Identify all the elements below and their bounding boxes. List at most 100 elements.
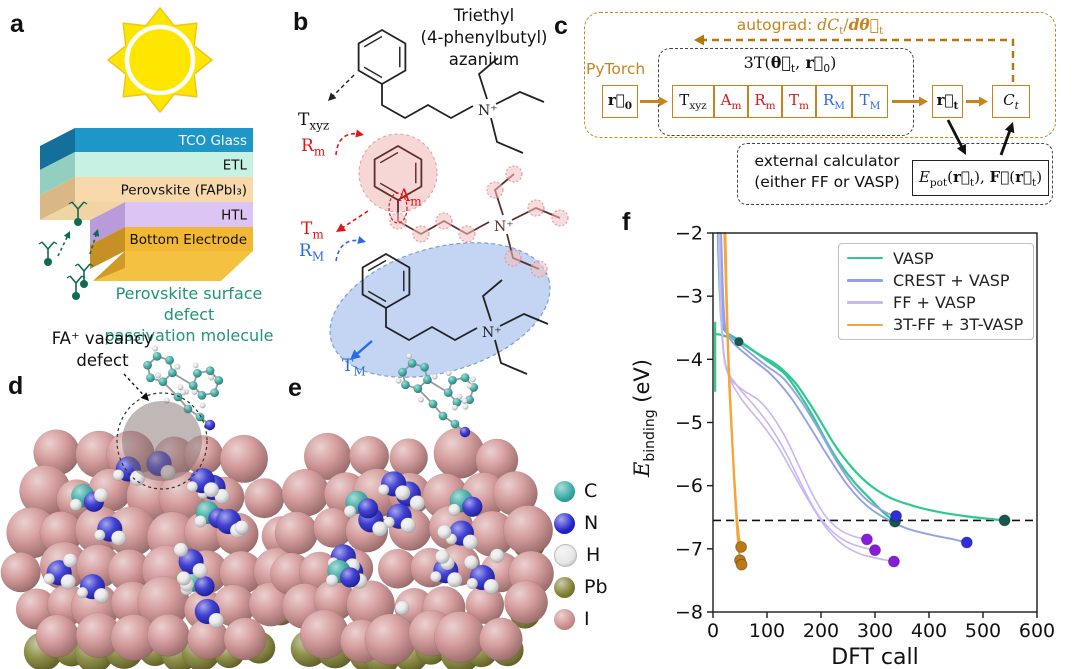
atom-sphere-icon [554,480,575,502]
molecule-name-line3: azanium [448,50,520,69]
rotation-arrow-rm [335,132,361,156]
alkyl-chain [499,313,549,327]
y-tick-label: −8 [675,602,703,624]
layer-face [75,177,253,202]
box-r0: r⃗0 [602,85,638,118]
label-rM: RM [299,241,325,264]
molecule-glyph [38,241,58,266]
atom-sphere-icon [554,608,575,630]
layer-face [75,128,253,152]
autograd-label: autograd: dCt/dθ⃗t [736,15,884,38]
alkyl-chain [385,308,478,342]
caption-line-2: passivation molecule [104,326,274,345]
box-am: Am [714,85,748,118]
alkyl-chain [494,339,528,375]
label-tm: Tm [301,219,324,242]
legend-line-sample [847,301,883,304]
atom-legend-item: I [554,608,608,630]
label-txyz: Txyz [298,110,330,133]
whole-molecule-highlight [329,242,551,378]
device-layer-stack: TCO Glass ETL Perovskite (FAPbI₃) HTL Bottom… [40,128,253,281]
layer-label: ETL [223,158,248,174]
x-tick-label: 500 [965,620,1001,642]
legend-label: CREST + VASP [893,270,1010,290]
molecule-glyph [74,263,94,288]
panel-e-label: e [288,374,302,402]
alkyl-chain [495,91,545,105]
perovskite-cluster-passivated [270,352,554,669]
legend-label: 3T-FF + 3T-VASP [893,315,1024,335]
benzene-ring [361,252,411,310]
defect-line2: defect [76,351,129,370]
legend-line-sample [847,279,883,282]
layer-label: Perovskite (FAPbI₃) [121,183,247,199]
atom-highlight [551,209,569,227]
data-point [734,337,744,347]
layer-label: TCO Glass [178,133,247,149]
panel-f-label: f [622,208,631,236]
atom-sphere-icon [554,543,577,567]
layer-label: HTL [221,208,247,224]
layer-face [125,202,253,227]
atom-highlight [389,212,407,230]
atom-highlight [505,165,523,183]
legend-item: CREST + VASP [847,271,1025,290]
molecule-structures: N⁺ N⁺ N⁺ [328,28,569,378]
molecule-name-line2: (4-phenylbutyl) [420,28,548,47]
y-tick-label: −2 [675,223,703,245]
molecule-name: Triethyl (4-phenylbutyl) azanium [398,5,570,71]
bond-highlight [388,192,408,224]
x-tick-label: 200 [803,620,839,642]
end-point [887,555,900,568]
convergence-chart: 0 100 200 300 400 500 600 −2 −3 −4 −5 −6 −7 −8 DFT cal… [675,223,1055,669]
rotation-arrow-rM [335,239,363,262]
chart-legend: VASP CREST + VASP FF + VASP 3T-FF + 3T-VASP [838,243,1034,340]
series-line [724,232,741,562]
end-point [735,540,748,553]
electrode-slab [93,251,253,281]
energy-force-box: Epot(r⃗t), F⃗(r⃗t) [912,160,1049,196]
end-point [890,509,903,522]
atom-legend-item: Pb [554,576,608,598]
external-line2: (either FF or VASP) [754,173,900,191]
legend-label: FF + VASP [893,293,976,313]
panel-d-label: d [8,372,24,400]
x-tick-label: 100 [749,620,785,642]
y-tick-label: −7 [675,538,703,560]
ammonium-label: N⁺ [494,219,514,235]
layer-side [90,227,125,269]
end-point [735,558,748,571]
atom-sphere-icon [554,512,575,534]
layer-side [40,177,75,220]
series-line [716,231,1006,522]
atom-color-legend: C N H Pb I [554,480,608,630]
legend-label: VASP [893,248,934,268]
atom-highlight [530,260,548,278]
defect-annotation: FA⁺ vacancy defect [25,328,180,372]
perovskite-cluster-defect [0,345,303,669]
box-tm: Tm [782,85,816,118]
caption-line-1: Perovskite surface defect [115,284,263,324]
panel-a-label: a [10,10,24,38]
pytorch-label: PyTorch [586,60,646,78]
atom-highlight [412,225,430,243]
label-am: Am [398,186,422,209]
box-rM: RM [816,85,852,118]
atom-legend-item: N [554,512,608,534]
external-line1: external calculator [754,152,900,170]
molecule-glyph [66,275,86,300]
legend-item: 3T-FF + 3T-VASP [847,315,1025,334]
end-point [860,533,873,546]
x-tick-label: 400 [911,620,947,642]
panel-a-caption: Perovskite surface defect passivation mo… [93,283,285,346]
series-line [718,232,895,563]
y-tick-label: −4 [675,349,703,371]
atom-highlight [527,199,545,217]
box-txyz: Txyz [672,85,714,118]
vacancy-circle [116,392,208,490]
end-point [869,544,881,557]
atom-highlight [435,212,453,230]
external-calculator-frame [737,143,1053,205]
molecule-glyph [68,201,88,226]
vacancy-sphere [122,401,202,481]
